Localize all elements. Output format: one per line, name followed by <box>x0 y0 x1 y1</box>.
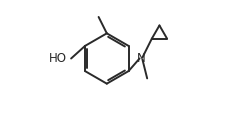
Text: HO: HO <box>48 52 66 65</box>
Text: N: N <box>137 52 146 65</box>
